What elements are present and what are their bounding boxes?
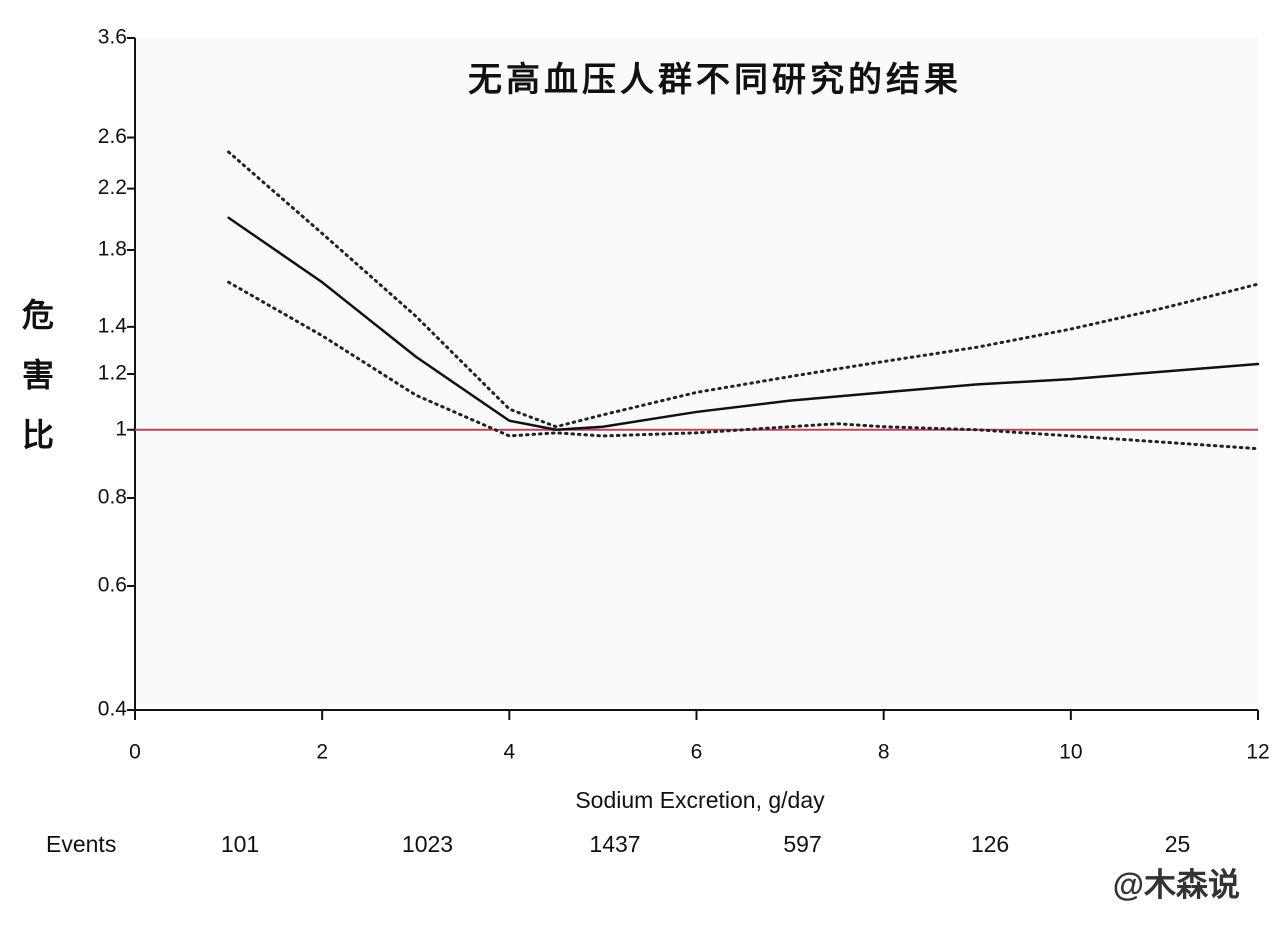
y-tick-label: 3.6	[98, 26, 127, 49]
x-tick-label: 0	[129, 741, 141, 764]
chart-title: 无高血压人群不同研究的结果	[468, 61, 962, 99]
x-tick-label: 12	[1246, 741, 1269, 764]
y-tick-label: 0.4	[98, 698, 128, 721]
events-value: 1437	[589, 831, 640, 857]
y-tick-label: 1.2	[98, 362, 127, 385]
events-value: 597	[783, 831, 821, 857]
events-value: 25	[1165, 831, 1191, 857]
y-tick-label: 0.8	[98, 486, 127, 509]
x-tick-label: 8	[878, 741, 890, 764]
events-label: Events	[46, 831, 116, 857]
series-line	[227, 150, 1260, 429]
y-tick-label: 2.2	[98, 176, 127, 199]
events-value: 101	[221, 831, 259, 857]
x-tick-label: 10	[1059, 741, 1082, 764]
watermark: @木森说	[1113, 866, 1240, 902]
series-line	[227, 280, 1260, 451]
x-tick-label: 4	[503, 741, 515, 764]
x-tick-label: 2	[316, 741, 328, 764]
events-value: 126	[971, 831, 1009, 857]
plot-background	[135, 38, 1258, 710]
events-value: 1023	[402, 831, 453, 857]
y-tick-label: 1.4	[98, 314, 128, 337]
y-tick-label: 2.6	[98, 125, 127, 148]
y-tick-label: 1	[115, 417, 127, 440]
x-tick-label: 6	[691, 741, 703, 764]
y-axis-label: 危害比	[22, 297, 54, 453]
x-axis-label: Sodium Excretion, g/day	[575, 787, 825, 813]
y-tick-label: 1.8	[98, 238, 127, 261]
series-line	[227, 216, 1260, 432]
y-tick-label: 0.6	[98, 574, 127, 597]
